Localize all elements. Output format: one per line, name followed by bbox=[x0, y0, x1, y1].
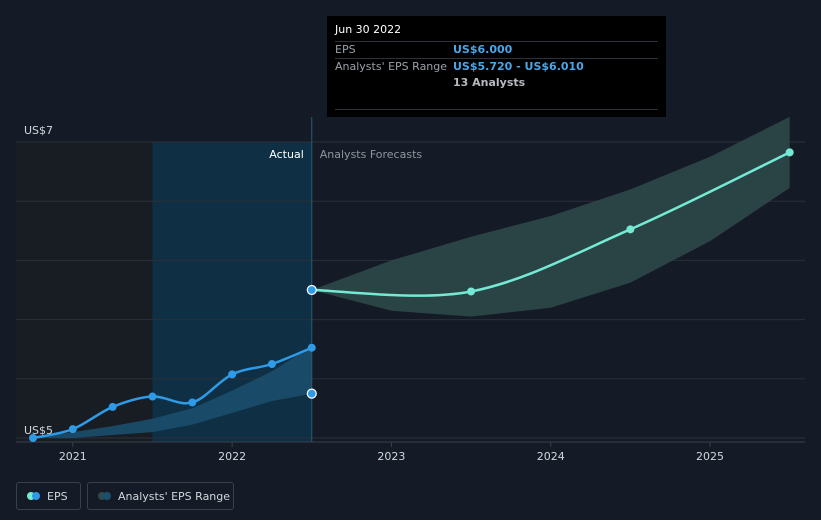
tooltip-row-range: Analysts' EPS Range US$5.720 - US$6.010 bbox=[335, 58, 658, 75]
eps-data-point[interactable] bbox=[68, 425, 77, 434]
forecast-data-point[interactable] bbox=[467, 287, 476, 296]
eps-data-point[interactable] bbox=[267, 360, 276, 368]
eps-data-point[interactable] bbox=[148, 392, 157, 401]
y-axis-min-label: US$5 bbox=[24, 424, 53, 437]
x-tick-label: 2024 bbox=[537, 450, 565, 463]
eps-data-point[interactable] bbox=[188, 398, 197, 407]
eps-legend-icon bbox=[27, 492, 40, 500]
x-tick-label: 2023 bbox=[377, 450, 405, 463]
tooltip-range-label: Analysts' EPS Range bbox=[335, 60, 448, 73]
legend-item-eps[interactable]: EPS bbox=[16, 482, 81, 510]
actual-range-band bbox=[33, 346, 312, 438]
tooltip-row-analysts: 13 Analysts bbox=[335, 75, 658, 91]
eps-forecast-line bbox=[311, 151, 791, 297]
tooltip: Jun 30 2022 EPS US$6.000 Analysts' EPS R… bbox=[327, 16, 666, 117]
actual-region-label: Actual bbox=[269, 148, 303, 161]
gridlines bbox=[16, 141, 805, 439]
legend-item-eps-range[interactable]: Analysts' EPS Range bbox=[87, 482, 234, 510]
forecast-data-point[interactable] bbox=[785, 148, 794, 157]
tooltip-eps-value: US$6.000 bbox=[453, 43, 513, 56]
x-tick-label: 2025 bbox=[696, 450, 724, 463]
tooltip-analysts-value: 13 Analysts bbox=[453, 76, 526, 89]
tooltip-row-eps: EPS US$6.000 bbox=[335, 41, 658, 58]
forecast-range-band bbox=[311, 116, 790, 317]
legend-range-label: Analysts' EPS Range bbox=[118, 489, 231, 503]
tooltip-range-value: US$5.720 - US$6.010 bbox=[453, 60, 584, 73]
eps-range-legend-icon bbox=[98, 492, 111, 500]
x-tick-label: 2022 bbox=[218, 450, 246, 463]
y-axis-max-label: US$7 bbox=[24, 124, 53, 137]
eps-data-point[interactable] bbox=[29, 434, 37, 442]
eps-data-point[interactable] bbox=[108, 402, 117, 411]
range-low-data-point[interactable] bbox=[306, 388, 317, 399]
past-region-shading bbox=[16, 142, 153, 442]
legend-eps-label: EPS bbox=[47, 489, 68, 503]
forecast-region-label: Analysts Forecasts bbox=[320, 148, 423, 161]
highlighted-data-point[interactable] bbox=[306, 284, 317, 296]
forecast-data-point[interactable] bbox=[626, 225, 635, 234]
tooltip-analysts-label bbox=[335, 75, 453, 91]
eps-data-point[interactable] bbox=[228, 370, 237, 379]
tooltip-date: Jun 30 2022 bbox=[335, 23, 402, 36]
x-tick-label: 2021 bbox=[59, 450, 87, 463]
tooltip-eps-label: EPS bbox=[335, 43, 356, 56]
tooltip-divider bbox=[335, 109, 658, 110]
eps-data-point[interactable] bbox=[307, 343, 316, 352]
